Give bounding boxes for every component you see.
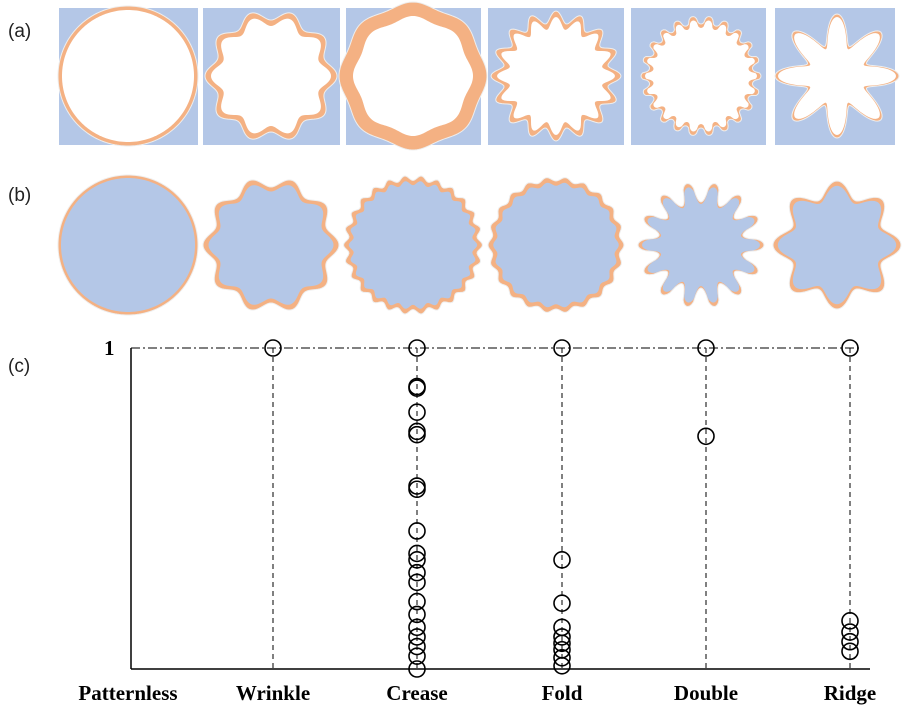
data-point-wrinkle bbox=[264, 339, 282, 357]
pattern-b-ridge bbox=[772, 180, 902, 310]
cavity bbox=[778, 17, 896, 135]
data-point-crease bbox=[408, 403, 426, 422]
panel-label-c: (c) bbox=[8, 356, 30, 377]
data-point-ridge bbox=[841, 642, 859, 661]
data-point-fold bbox=[553, 628, 571, 646]
x-category-label-fold: Fold bbox=[542, 681, 583, 705]
cavity bbox=[62, 10, 194, 142]
data-point-crease bbox=[408, 480, 426, 499]
core bbox=[61, 178, 195, 312]
panel-label-b: (b) bbox=[8, 185, 31, 206]
pattern-a-patternless bbox=[57, 5, 199, 147]
panel-label-a: (a) bbox=[8, 21, 31, 42]
y-tick-label-1: 1 bbox=[104, 336, 115, 360]
data-point-double bbox=[697, 339, 715, 357]
data-point-crease bbox=[408, 618, 426, 637]
data-point-crease bbox=[408, 544, 426, 563]
data-point-crease bbox=[408, 628, 426, 646]
data-point-fold bbox=[553, 551, 571, 569]
data-point-ridge bbox=[841, 623, 859, 641]
x-category-label-ridge: Ridge bbox=[824, 681, 877, 705]
cavity bbox=[353, 16, 473, 136]
data-point-crease bbox=[408, 573, 426, 592]
cavity bbox=[497, 17, 615, 135]
pattern-a-double bbox=[631, 8, 766, 145]
data-point-crease bbox=[408, 339, 426, 357]
data-point-fold bbox=[553, 634, 571, 653]
pattern-b-crease bbox=[342, 175, 484, 315]
data-point-crease bbox=[408, 563, 426, 582]
core bbox=[642, 187, 760, 303]
core bbox=[348, 181, 478, 309]
x-category-label-double: Double bbox=[674, 681, 738, 705]
pattern-b-patternless bbox=[57, 174, 199, 316]
data-point-crease bbox=[408, 605, 426, 624]
pattern-b-fold bbox=[487, 177, 625, 313]
data-point-fold bbox=[553, 656, 571, 675]
x-category-label-wrinkle: Wrinkle bbox=[236, 681, 310, 705]
pattern-a-fold bbox=[488, 8, 624, 145]
cavity bbox=[211, 18, 331, 134]
core bbox=[493, 182, 619, 308]
pattern-b-double bbox=[637, 182, 765, 308]
x-category-label-crease: Crease bbox=[386, 681, 447, 705]
pattern-a-wrinkle bbox=[203, 8, 340, 145]
pattern-b-wrinkle bbox=[202, 179, 340, 311]
data-point-crease bbox=[408, 551, 426, 569]
data-point-crease bbox=[408, 637, 426, 656]
data-point-crease bbox=[408, 425, 426, 444]
panel-a-pattern-row bbox=[57, 1, 900, 151]
data-point-crease bbox=[408, 379, 426, 397]
pattern-a-crease bbox=[338, 1, 488, 151]
core bbox=[208, 185, 334, 305]
x-category-label-patternless: Patternless bbox=[78, 681, 177, 705]
data-point-crease bbox=[408, 660, 426, 678]
panel-b-pattern-row bbox=[57, 174, 902, 316]
data-point-fold bbox=[553, 648, 571, 667]
data-point-crease bbox=[408, 647, 426, 665]
pattern-a-ridge bbox=[774, 8, 900, 145]
data-point-ridge bbox=[841, 339, 859, 357]
panel-c-chart: 1 Patternless Wrinkle Crease Fold Double Ridg… bbox=[78, 336, 876, 705]
data-point-double bbox=[697, 427, 715, 446]
data-point-fold bbox=[553, 594, 571, 612]
cavity bbox=[645, 20, 757, 132]
data-point-crease bbox=[408, 592, 426, 611]
data-point-ridge bbox=[841, 632, 859, 651]
data-point-crease bbox=[408, 522, 426, 540]
data-point-fold bbox=[553, 339, 571, 357]
data-point-ridge bbox=[841, 612, 859, 630]
core bbox=[777, 185, 897, 305]
